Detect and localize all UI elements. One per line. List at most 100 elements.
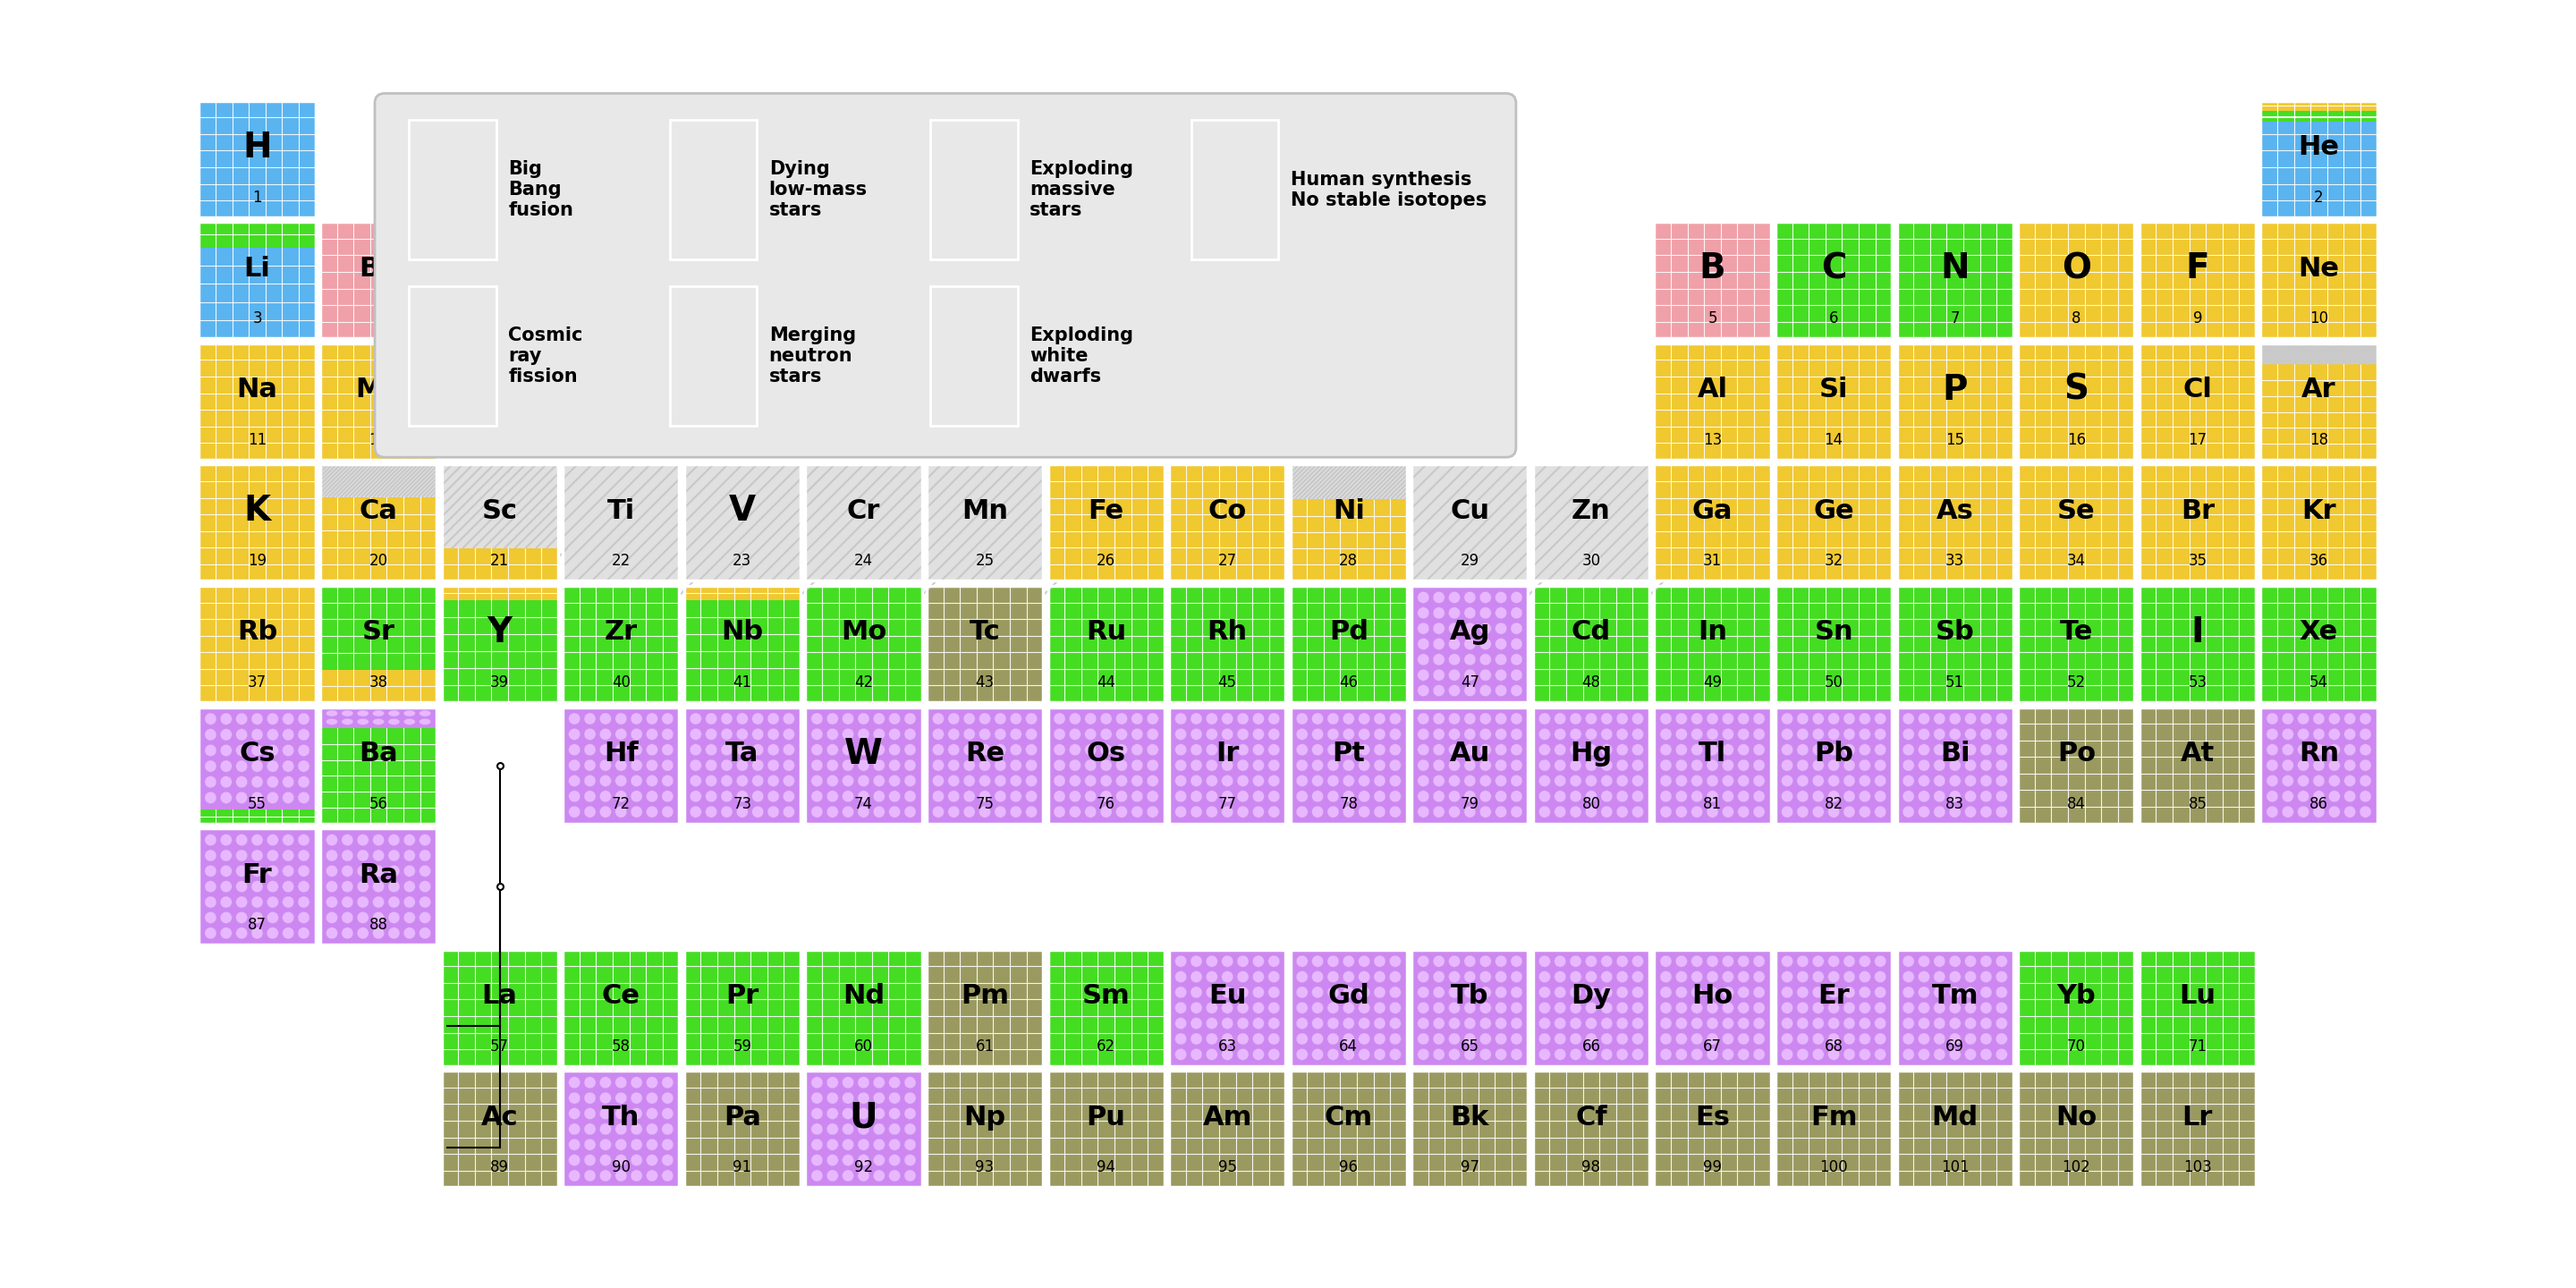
Ellipse shape (1448, 760, 1461, 772)
Ellipse shape (2267, 729, 2277, 741)
Ellipse shape (1633, 987, 1643, 998)
Ellipse shape (252, 760, 263, 772)
Ellipse shape (1950, 806, 1960, 818)
Ellipse shape (299, 760, 309, 772)
Ellipse shape (1996, 971, 2007, 983)
Bar (2138, 949, 2257, 1066)
Ellipse shape (1463, 775, 1476, 787)
Ellipse shape (1860, 729, 1870, 741)
Ellipse shape (2344, 775, 2354, 787)
Ellipse shape (889, 1108, 902, 1119)
Ellipse shape (752, 712, 762, 725)
Ellipse shape (1175, 760, 1188, 772)
Bar (319, 343, 438, 460)
Ellipse shape (1723, 956, 1734, 967)
Ellipse shape (358, 719, 368, 725)
Text: Tl: Tl (1698, 741, 1726, 766)
Text: 103: 103 (2184, 1159, 2213, 1176)
Text: 39: 39 (489, 675, 510, 690)
Ellipse shape (1615, 1033, 1628, 1045)
Bar (1654, 707, 1770, 823)
Ellipse shape (1754, 956, 1765, 967)
Ellipse shape (268, 792, 278, 804)
Ellipse shape (1690, 712, 1703, 725)
Ellipse shape (2267, 760, 2277, 772)
Ellipse shape (904, 1123, 917, 1135)
Ellipse shape (979, 791, 992, 802)
Ellipse shape (714, 325, 724, 337)
Text: 58: 58 (611, 1038, 631, 1055)
Ellipse shape (1584, 971, 1597, 983)
Ellipse shape (1448, 654, 1461, 666)
Ellipse shape (1965, 791, 1976, 802)
Ellipse shape (1919, 712, 1929, 725)
Ellipse shape (742, 309, 752, 321)
Ellipse shape (1814, 971, 1824, 983)
Ellipse shape (1783, 775, 1793, 787)
Ellipse shape (1904, 729, 1914, 741)
Bar (1533, 1070, 1649, 1188)
Ellipse shape (1342, 712, 1355, 725)
Ellipse shape (1479, 806, 1492, 818)
Text: Al: Al (1698, 377, 1728, 403)
Text: Tb: Tb (1450, 983, 1489, 1010)
Ellipse shape (1798, 1018, 1808, 1029)
Ellipse shape (1708, 987, 1718, 998)
Ellipse shape (721, 744, 732, 756)
Ellipse shape (1494, 1018, 1507, 1029)
Text: 74: 74 (855, 796, 873, 811)
Ellipse shape (1754, 791, 1765, 802)
Ellipse shape (1190, 1018, 1203, 1029)
Bar (1654, 949, 1770, 1066)
Ellipse shape (1935, 1048, 1945, 1060)
Ellipse shape (811, 712, 822, 725)
Ellipse shape (647, 744, 657, 756)
Ellipse shape (904, 1170, 917, 1181)
Text: Lr: Lr (2182, 1105, 2213, 1131)
Ellipse shape (1674, 956, 1687, 967)
Ellipse shape (389, 850, 399, 862)
Ellipse shape (948, 760, 961, 772)
Ellipse shape (1417, 1033, 1430, 1045)
Ellipse shape (714, 292, 724, 305)
Ellipse shape (389, 912, 399, 923)
Ellipse shape (1311, 729, 1324, 741)
Ellipse shape (2329, 791, 2339, 802)
Bar (1775, 222, 1891, 339)
Text: Ba: Ba (358, 741, 397, 766)
Bar (198, 222, 314, 339)
Ellipse shape (842, 1092, 853, 1104)
Bar (2017, 586, 2136, 702)
Ellipse shape (1919, 1048, 1929, 1060)
Ellipse shape (1479, 607, 1492, 618)
Ellipse shape (1115, 744, 1128, 756)
Bar (930, 120, 1018, 260)
Ellipse shape (1236, 987, 1249, 998)
Ellipse shape (1981, 744, 1991, 756)
Ellipse shape (1236, 1018, 1249, 1029)
Ellipse shape (1494, 1002, 1507, 1014)
Ellipse shape (706, 760, 716, 772)
Ellipse shape (237, 714, 247, 725)
Ellipse shape (737, 729, 747, 741)
Bar (2138, 707, 2257, 823)
Text: 62: 62 (1097, 1038, 1115, 1055)
Ellipse shape (1690, 791, 1703, 802)
Bar (562, 949, 680, 1066)
Ellipse shape (963, 744, 976, 756)
Ellipse shape (1342, 806, 1355, 818)
Ellipse shape (1221, 987, 1234, 998)
Ellipse shape (1584, 712, 1597, 725)
Ellipse shape (1510, 760, 1522, 772)
Ellipse shape (1538, 806, 1551, 818)
Ellipse shape (1146, 744, 1159, 756)
Ellipse shape (1221, 1018, 1234, 1029)
Text: 84: 84 (2066, 796, 2087, 811)
Ellipse shape (721, 712, 732, 725)
Ellipse shape (1633, 806, 1643, 818)
Ellipse shape (1311, 1033, 1324, 1045)
Ellipse shape (675, 358, 685, 371)
Text: 61: 61 (976, 1038, 994, 1055)
Ellipse shape (631, 1170, 641, 1181)
Ellipse shape (1615, 791, 1628, 802)
